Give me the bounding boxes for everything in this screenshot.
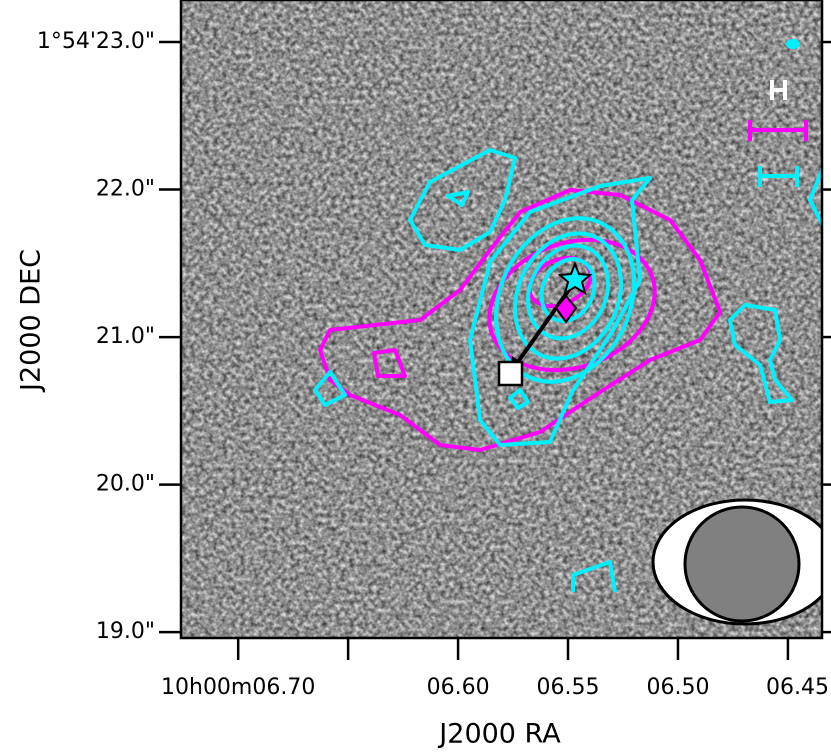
errorbar-magenta: [748, 120, 808, 141]
image: [181, 0, 822, 638]
y-tick-label: 21.0": [96, 324, 155, 349]
y-tick-label: 22.0": [96, 177, 155, 202]
star-marker: [557, 261, 593, 296]
x-tick-label: 06.50: [646, 675, 709, 700]
x-axis-label: J2000 RA: [437, 719, 561, 750]
y-tick-label: 20.0": [96, 472, 155, 497]
x-tick-label: 10h00m06.70: [161, 675, 315, 700]
x-tick-label: 06.55: [537, 675, 600, 700]
x-tick-label: 06.45: [766, 675, 829, 700]
square-marker: [497, 360, 524, 387]
errorbar-cyan: [758, 166, 799, 187]
errorbar-white: [770, 80, 787, 100]
beam-cyan: [786, 39, 800, 49]
contours-cyan: [313, 148, 822, 593]
y-tick-label: 1°54'23.0": [37, 29, 155, 54]
x-tick-label: 06.60: [427, 675, 490, 700]
y-axis-label: J2000 DEC: [16, 249, 47, 393]
y-tick-label: 19.0": [96, 619, 155, 644]
frame: [179, 0, 824, 640]
beam-inner: [683, 505, 801, 623]
diamond-marker: [554, 294, 578, 324]
